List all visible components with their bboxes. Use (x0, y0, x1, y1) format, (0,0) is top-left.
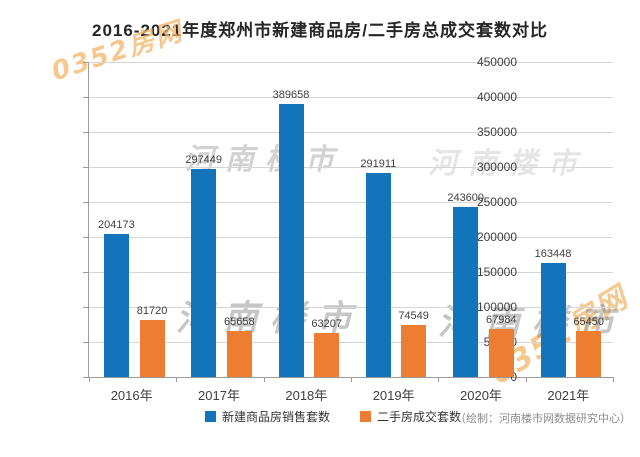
x-axis-label-2018年: 2018年 (285, 388, 328, 403)
y-axis-tick-100000 (83, 307, 88, 308)
bar-resale-homes-2018年 (314, 332, 340, 377)
legend-swatch-new-homes (205, 411, 216, 422)
bar-new-homes-2019年 (365, 172, 391, 377)
y-axis-label-350000: 350000 (476, 125, 517, 139)
x-axis-label-2021年: 2021年 (547, 388, 590, 403)
bar-value-label-resale-homes-2021年: 65450 (573, 316, 604, 329)
x-axis-label-2017年: 2017年 (198, 388, 240, 403)
bar-value-label-new-homes-2016年: 204173 (98, 219, 135, 232)
x-axis-tick-1 (176, 377, 178, 382)
bar-value-label-resale-homes-2019年: 74549 (398, 309, 429, 322)
x-axis-tick-2 (263, 377, 265, 382)
bar-group-2017年: 297449 65658 (176, 62, 263, 377)
y-axis-tick-450000 (83, 62, 88, 63)
x-axis-tick-0 (89, 377, 90, 382)
bar-wrap-resale-homes-2019年: 74549 (398, 62, 429, 377)
bar-new-homes-2016年 (103, 234, 129, 377)
x-axis-tick-5 (525, 377, 527, 382)
gridline-250000 (89, 201, 613, 203)
bar-value-label-new-homes-2018年: 389658 (272, 89, 310, 102)
bar-new-homes-2020年 (453, 206, 479, 377)
y-axis-tick-300000 (83, 167, 88, 168)
y-axis-tick-150000 (83, 272, 88, 273)
bar-wrap-new-homes-2020年: 243600 (447, 62, 484, 377)
x-axis-tick-4 (438, 377, 440, 382)
bar-resale-homes-2021年 (576, 331, 602, 377)
chart-title: 2016-2021年度郑州市新建商品房/二手房总成交套数对比 (91, 21, 549, 40)
legend-item-new-homes: 新建商品房销售套数 (205, 408, 330, 425)
x-axis-labels: 2016年 2017年 2018年 2019年 2020年 2021年 (88, 385, 612, 404)
bar-resale-homes-2020年 (488, 329, 514, 377)
bar-wrap-resale-homes-2020年: 67984 (486, 62, 517, 377)
y-axis-label-300000: 300000 (476, 160, 517, 174)
y-axis-label-200000: 200000 (476, 230, 517, 244)
bar-value-label-resale-homes-2016年: 81720 (136, 304, 168, 317)
y-axis-tick-350000 (83, 131, 88, 133)
bar-group-2018年: 389658 63207 (264, 62, 351, 377)
bar-wrap-new-homes-2018年: 389658 (272, 62, 310, 377)
bar-new-homes-2017年 (191, 168, 217, 377)
bar-wrap-new-homes-2017年: 297449 (185, 62, 222, 377)
y-axis-tick-250000 (83, 201, 88, 203)
bar-new-homes-2021年 (540, 262, 566, 377)
bar-wrap-resale-homes-2018年: 63207 (311, 62, 342, 377)
legend-item-resale-homes: 二手房成交套数 (360, 408, 461, 425)
legend-swatch-resale-homes (360, 411, 372, 422)
bar-wrap-resale-homes-2016年: 81720 (136, 62, 168, 377)
bar-value-label-new-homes-2017年: 297449 (185, 153, 223, 166)
credit-text: （绘制：河南楼市网数据研究中心） (455, 413, 631, 425)
gridline-300000 (89, 167, 613, 168)
bar-group-2021年: 163448 65450 (526, 62, 613, 377)
bar-group-2016年: 204173 81720 (89, 62, 176, 377)
gridline-150000 (89, 272, 613, 273)
bar-resale-homes-2016年 (139, 319, 165, 377)
legend-label-new-homes: 新建商品房销售套数 (222, 410, 331, 424)
y-axis-label-100000: 100000 (476, 300, 517, 314)
legend-label-resale-homes: 二手房成交套数 (377, 410, 462, 424)
gridline-50000 (89, 341, 613, 343)
gridline-100000 (89, 307, 613, 308)
x-axis-tick-6 (613, 377, 614, 382)
bar-new-homes-2018年 (278, 104, 304, 377)
bar-value-label-new-homes-2020年: 243600 (447, 191, 485, 204)
x-axis-label-2019年: 2019年 (372, 388, 415, 403)
y-axis-tick-50000 (83, 341, 88, 343)
y-axis-label-0: 0 (510, 370, 517, 384)
gridline-350000 (89, 131, 613, 133)
bar-wrap-new-homes-2019年: 291911 (360, 62, 396, 377)
bar-wrap-resale-homes-2017年: 65658 (224, 62, 255, 377)
x-axis-label-2020年: 2020年 (460, 388, 502, 403)
bar-resale-homes-2017年 (226, 331, 252, 377)
bar-group-2020年: 243600 67984 (438, 62, 525, 377)
plot-area: 0500001000001500002000002500003000003500… (83, 55, 614, 384)
legend: 新建商品房销售套数 二手房成交套数 (205, 408, 461, 425)
gridline-200000 (89, 237, 613, 238)
x-axis-label-2016年: 2016年 (110, 388, 153, 403)
x-axis-tick-3 (351, 377, 352, 382)
bar-wrap-new-homes-2016年: 204173 (98, 62, 135, 377)
bar-value-label-resale-homes-2018年: 63207 (311, 317, 342, 330)
gridline-400000 (89, 96, 613, 98)
bar-resale-homes-2019年 (401, 324, 427, 377)
y-axis-tick-400000 (83, 96, 88, 98)
bar-value-label-new-homes-2021年: 163448 (534, 247, 572, 260)
bar-value-label-new-homes-2019年: 291911 (360, 157, 397, 170)
y-axis-label-150000: 150000 (476, 265, 517, 279)
y-axis-label-250000: 250000 (476, 195, 517, 209)
gridline-450000 (89, 62, 613, 63)
y-axis-label-400000: 400000 (476, 90, 517, 104)
bar-wrap-resale-homes-2021年: 65450 (573, 62, 604, 377)
bar-wrap-new-homes-2021年: 163448 (534, 62, 572, 377)
y-axis-tick-0 (83, 377, 88, 378)
bar-group-2019年: 291911 74549 (351, 62, 438, 377)
y-axis-tick-200000 (83, 237, 88, 238)
bar-value-label-resale-homes-2020年: 67984 (486, 314, 517, 327)
bar-value-label-resale-homes-2017年: 65658 (224, 316, 255, 328)
y-axis-label-450000: 450000 (476, 55, 517, 69)
